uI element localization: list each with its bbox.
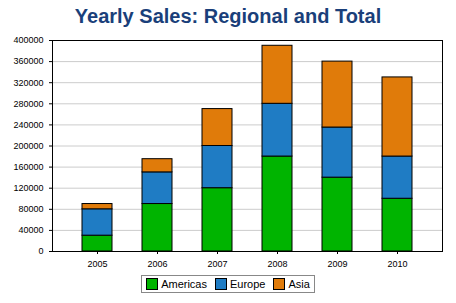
svg-text:2005: 2005 [87, 259, 107, 269]
html-text:Yearly Sales: Regional and Tot: Yearly Sales: Regional and Total [74, 5, 382, 27]
html-text:Americas: Americas [161, 278, 207, 290]
html-text:Europe: Europe [230, 278, 266, 290]
svg-text:360000: 360000 [13, 56, 43, 66]
svg-text:240000: 240000 [13, 120, 43, 130]
svg-text:120000: 120000 [13, 183, 43, 193]
svg-text:200000: 200000 [13, 141, 43, 151]
svg-text:2010: 2010 [387, 259, 407, 269]
svg-text:160000: 160000 [13, 162, 43, 172]
svg-text:40000: 40000 [18, 225, 43, 235]
svg-text:2009: 2009 [327, 259, 347, 269]
svg-text:0: 0 [38, 246, 43, 256]
svg-text:2006: 2006 [147, 259, 167, 269]
svg-text:320000: 320000 [13, 78, 43, 88]
html-text:Asia: Asia [288, 278, 310, 290]
svg-text:2008: 2008 [267, 259, 287, 269]
svg-text:280000: 280000 [13, 99, 43, 109]
svg-text:400000: 400000 [13, 35, 43, 45]
svg-text:80000: 80000 [18, 204, 43, 214]
svg-text:2007: 2007 [207, 259, 227, 269]
